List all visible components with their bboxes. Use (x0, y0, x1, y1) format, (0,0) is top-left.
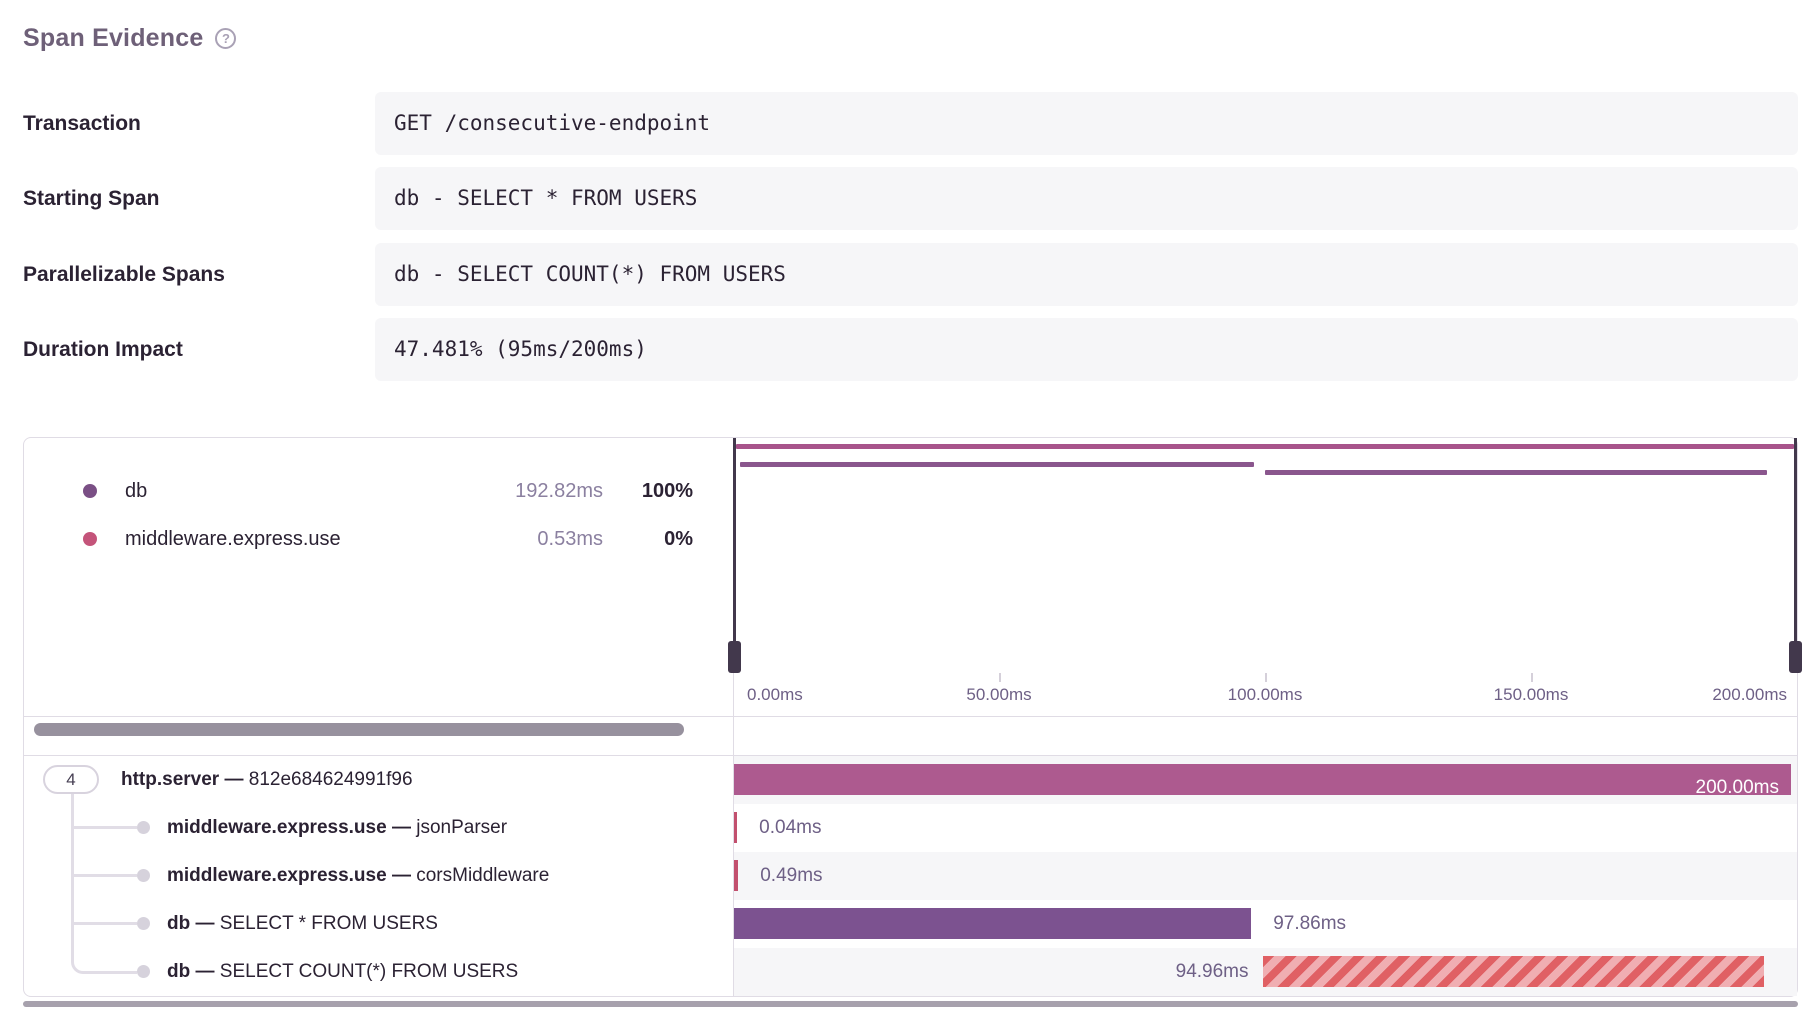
tree-row-db-count[interactable]: db — SELECT COUNT(*) FROM USERS (24, 948, 733, 996)
separator: — (391, 865, 411, 886)
span-bar-db-select[interactable] (734, 908, 1252, 939)
separator: — (195, 913, 215, 934)
field-label: Parallelizable Spans (23, 263, 225, 286)
page-title: Span Evidence (23, 24, 204, 52)
tree-row-jsonparser[interactable]: middleware.express.use — jsonParser (24, 804, 733, 852)
waterfall-row[interactable]: 97.86ms (734, 900, 1797, 948)
axis-label-0ms: 0.00ms (747, 685, 803, 704)
field-label: Duration Impact (23, 338, 183, 361)
span-duration: 97.86ms (1273, 913, 1347, 934)
field-value: db - SELECT * FROM USERS (375, 167, 1798, 230)
waterfall-row[interactable]: 0.04ms (734, 804, 1797, 852)
tree-node-icon (137, 869, 150, 882)
minimap-right-handle[interactable] (1789, 641, 1802, 673)
tree-branch (74, 874, 137, 877)
tree-node-icon (137, 917, 150, 930)
tree-row-db-select[interactable]: db — SELECT * FROM USERS (24, 900, 733, 948)
field-value: db - SELECT COUNT(*) FROM USERS (375, 243, 1798, 306)
span-description: corsMiddleware (416, 865, 550, 886)
span-duration: 0.04ms (759, 817, 822, 838)
tree-node-icon (137, 965, 150, 978)
span-description: SELECT COUNT(*) FROM USERS (219, 961, 519, 982)
axis-label-200ms: 200.00ms (1712, 685, 1787, 704)
divider (24, 755, 1797, 756)
minimap-span-lines (736, 438, 1794, 673)
legend-name: middleware.express.use (125, 527, 341, 550)
span-bar-jsonparser[interactable] (734, 812, 738, 843)
help-icon[interactable]: ? (215, 28, 237, 49)
axis-tick (999, 673, 1001, 682)
pane-divider (733, 673, 734, 996)
span-op: db (167, 961, 191, 982)
minimap-right-rail (1794, 438, 1797, 673)
span-op: http.server (121, 769, 220, 790)
minimap-line-db-count (1265, 470, 1768, 475)
legend-percent: 100% (641, 479, 693, 502)
minimap-left-rail (733, 438, 736, 673)
tree-trunk (71, 794, 74, 958)
axis-tick (1265, 673, 1267, 682)
legend-item-db[interactable]: db 192.82ms 100% (24, 468, 733, 514)
separator: — (391, 817, 411, 838)
span-bar-db-count[interactable] (1262, 956, 1765, 987)
field-value: GET /consecutive-endpoint (375, 92, 1798, 155)
axis-label-100ms: 100.00ms (1227, 685, 1303, 704)
span-duration: 200.00ms (1695, 777, 1779, 798)
axis-label-50ms: 50.00ms (966, 685, 1032, 704)
field-label: Starting Span (23, 187, 160, 210)
divider (24, 716, 1797, 717)
legend-dot-db-icon (83, 484, 97, 498)
separator: — (195, 961, 215, 982)
field-row-duration-impact: Duration Impact 47.481% (95ms/200ms) (0, 318, 1820, 381)
span-description: 812e684624991f96 (248, 769, 413, 790)
field-row-starting-span: Starting Span db - SELECT * FROM USERS (0, 167, 1820, 230)
span-description: SELECT * FROM USERS (219, 913, 438, 934)
span-duration: 0.49ms (760, 865, 823, 886)
span-count-badge[interactable]: 4 (43, 765, 99, 794)
minimap-left-handle[interactable] (728, 641, 741, 673)
legend-dot-middleware-icon (83, 532, 97, 546)
axis-tick (1531, 673, 1533, 682)
span-waterfall-card: db 192.82ms 100% middleware.express.use … (23, 437, 1802, 997)
section-header: Span Evidence ? (23, 24, 237, 53)
legend-duration: 192.82ms (515, 479, 603, 502)
span-description: jsonParser (416, 817, 508, 838)
span-duration: 94.96ms (1175, 961, 1249, 982)
tree-branch (74, 922, 137, 925)
field-value: 47.481% (95ms/200ms) (375, 318, 1798, 381)
minimap-line-db-select (740, 462, 1254, 467)
field-row-parallelizable-spans: Parallelizable Spans db - SELECT COUNT(*… (0, 243, 1820, 306)
tree-row-corsmiddleware[interactable]: middleware.express.use — corsMiddleware (24, 852, 733, 900)
waterfall-row[interactable]: 0.49ms (734, 852, 1797, 900)
waterfall-row[interactable]: 200.00ms (734, 756, 1797, 804)
span-op: middleware.express.use (167, 817, 387, 838)
field-label: Transaction (23, 112, 141, 135)
span-bar-http-server[interactable]: 200.00ms (734, 764, 1791, 798)
tree-row-http-server[interactable]: 4 http.server — 812e684624991f96 (24, 756, 733, 804)
legend-name: db (125, 479, 148, 502)
span-bar-corsmiddleware[interactable] (734, 860, 739, 891)
tree-branch (74, 826, 137, 829)
horizontal-scrollbar[interactable] (34, 723, 684, 736)
span-op: middleware.express.use (167, 865, 387, 886)
timeline-axis: 0.00ms 50.00ms 100.00ms 150.00ms 200.00m… (733, 673, 1797, 716)
span-op: db (167, 913, 191, 934)
legend-duration: 0.53ms (537, 527, 603, 550)
minimap-line-http-server (736, 444, 1794, 449)
waterfall-row[interactable]: 94.96ms (734, 948, 1797, 996)
axis-label-150ms: 150.00ms (1493, 685, 1569, 704)
legend-item-middleware[interactable]: middleware.express.use 0.53ms 0% (24, 516, 733, 562)
tree-elbow (71, 944, 137, 974)
timeline-minimap[interactable] (728, 438, 1802, 673)
legend-percent: 0% (664, 527, 693, 550)
bottom-scrollbar[interactable] (23, 1001, 1798, 1007)
tree-node-icon (137, 821, 150, 834)
separator: — (224, 769, 244, 790)
field-row-transaction: Transaction GET /consecutive-endpoint (0, 92, 1820, 155)
